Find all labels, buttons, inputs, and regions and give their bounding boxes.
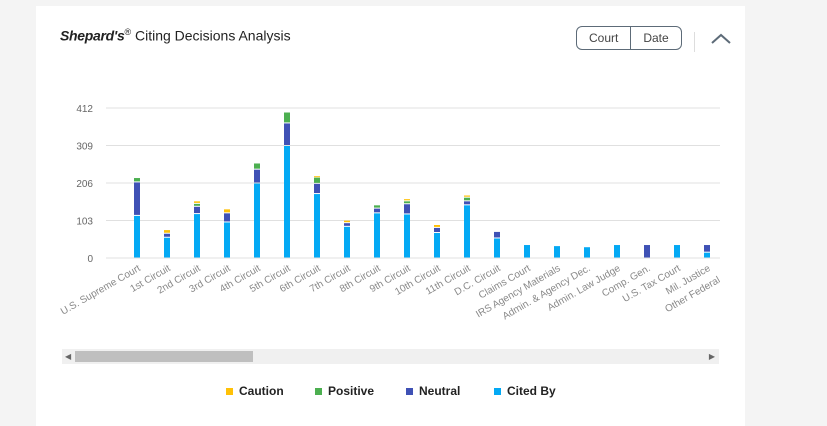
- legend-label: Cited By: [507, 384, 556, 398]
- bar-segment-neutral: [404, 204, 410, 214]
- bar-segment-neutral: [194, 206, 200, 214]
- bar-segment-caution: [224, 209, 230, 213]
- bar-segment-positive: [314, 177, 320, 183]
- bar-segment-neutral: [644, 245, 650, 258]
- y-tick-label: 309: [76, 142, 93, 153]
- bar-segment-neutral: [284, 123, 290, 145]
- legend-cited-by[interactable]: Cited By: [494, 384, 556, 398]
- bar-segment-neutral: [374, 208, 380, 213]
- bar-segment-cited-by: [314, 194, 320, 258]
- bar-segment-cited-by: [194, 214, 200, 258]
- bar-segment-cited-by: [434, 233, 440, 258]
- chevron-up-icon[interactable]: [710, 32, 732, 46]
- bar-segment-neutral: [134, 182, 140, 215]
- bar-segment-cited-by: [224, 222, 230, 258]
- bar-segment-cited-by: [554, 246, 560, 258]
- bar-segment-caution: [404, 199, 410, 201]
- bar-segment-cited-by: [494, 238, 500, 258]
- bar-segment-caution: [164, 230, 170, 233]
- bar-segment-caution: [464, 195, 470, 197]
- legend-neutral[interactable]: Neutral: [406, 384, 460, 398]
- bar-segment-caution: [434, 225, 440, 227]
- bar-segment-cited-by: [614, 245, 620, 258]
- bar-segment-neutral: [314, 183, 320, 194]
- bar-segment-positive: [284, 112, 290, 123]
- bar-segment-positive: [374, 205, 380, 208]
- scrollbar-thumb[interactable]: [75, 351, 253, 362]
- legend-label: Positive: [328, 384, 375, 398]
- caution-swatch: [226, 387, 233, 395]
- y-tick-label: 412: [76, 104, 93, 115]
- legend-label: Neutral: [419, 384, 461, 398]
- bar-segment-neutral: [464, 201, 470, 205]
- y-tick-label: 206: [76, 179, 93, 190]
- registered-mark: ®: [124, 27, 132, 37]
- caret-left-icon[interactable]: ◀: [65, 352, 72, 361]
- bar-segment-positive: [254, 163, 260, 169]
- bar-segment-neutral: [704, 245, 710, 252]
- bar-segment-cited-by: [344, 226, 350, 258]
- bar-segment-positive: [134, 178, 140, 182]
- legend-label: Caution: [239, 384, 284, 398]
- neutral-swatch: [406, 387, 413, 395]
- bar-segment-neutral: [224, 213, 230, 222]
- bar-segment-cited-by: [134, 215, 140, 258]
- bar-segment-cited-by: [404, 214, 410, 258]
- group-by-toggle: Court Date: [576, 26, 682, 50]
- bar-segment-cited-by: [704, 252, 710, 258]
- caret-right-icon[interactable]: ▶: [708, 352, 715, 361]
- positive-swatch: [315, 387, 322, 395]
- bar-segment-positive: [404, 201, 410, 204]
- bar-segment-neutral: [164, 233, 170, 237]
- bar-segment-neutral: [494, 231, 500, 238]
- card-title: Shepard's® Citing Decisions Analysis: [60, 27, 291, 44]
- bar-segment-cited-by: [584, 247, 590, 258]
- bar-segment-cited-by: [464, 205, 470, 258]
- bar-segment-cited-by: [254, 183, 260, 258]
- bar-segment-caution: [194, 201, 200, 203]
- date-toggle-button[interactable]: Date: [630, 27, 680, 49]
- legend-caution[interactable]: Caution: [226, 384, 284, 398]
- bar-segment-neutral: [254, 169, 260, 183]
- cited-by-swatch: [494, 387, 501, 395]
- bar-segment-positive: [194, 203, 200, 206]
- title-text: Citing Decisions Analysis: [131, 27, 291, 44]
- bar-segment-positive: [464, 197, 470, 201]
- bar-segment-cited-by: [524, 245, 530, 258]
- bar-segment-neutral: [434, 227, 440, 233]
- bar-segment-cited-by: [284, 146, 290, 258]
- x-tick-label: U.S. Supreme Court: [59, 263, 143, 318]
- bar-segment-caution: [344, 220, 350, 223]
- bar-segment-neutral: [344, 223, 350, 226]
- legend-positive[interactable]: Positive: [315, 384, 374, 398]
- bar-segment-caution: [314, 176, 320, 178]
- y-tick-label: 0: [87, 254, 93, 265]
- divider: [694, 32, 695, 52]
- y-tick-label: 103: [76, 217, 93, 228]
- court-toggle-button[interactable]: Court: [589, 31, 619, 45]
- horizontal-scrollbar[interactable]: ◀ ▶: [62, 349, 719, 364]
- bar-segment-cited-by: [674, 245, 680, 258]
- citing-decisions-card: Shepard's® Citing Decisions Analysis Cou…: [36, 6, 745, 426]
- title-brand: Shepard's: [60, 27, 125, 44]
- bar-segment-cited-by: [374, 213, 380, 258]
- bar-segment-cited-by: [164, 237, 170, 258]
